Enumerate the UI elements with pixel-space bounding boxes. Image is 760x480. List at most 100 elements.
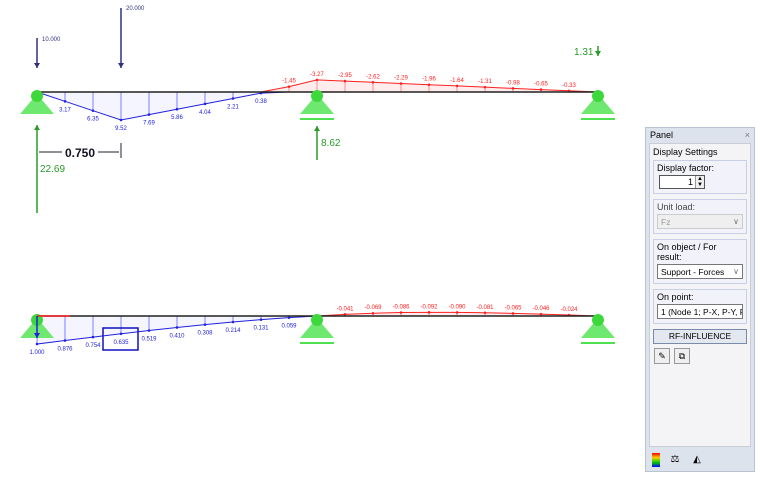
point <box>371 311 375 315</box>
point <box>63 339 67 342</box>
negative-value-label: -3.27 <box>310 72 324 78</box>
object-select[interactable]: Support - Forces ∨ <box>657 264 743 279</box>
unit-load-label: Unit load: <box>657 202 696 212</box>
point <box>539 88 543 91</box>
negative-value-label: -0.092 <box>420 304 438 310</box>
influence-line-canvas[interactable]: 3.17 6.35 9.52 7.69 5.86 4.04 2.21 0.38 -1.45 -3.… <box>0 0 640 480</box>
display-factor-spinner[interactable]: 1 ▲ ▼ <box>659 175 705 189</box>
point <box>231 320 235 324</box>
point <box>147 113 151 116</box>
point <box>203 102 207 106</box>
negative-value-label: -0.041 <box>336 306 354 312</box>
point <box>483 311 487 315</box>
color-scale-icon[interactable] <box>652 453 660 467</box>
point <box>371 81 375 84</box>
positive-value-label: 0.059 <box>281 324 297 330</box>
negative-value-label: -0.081 <box>476 305 494 311</box>
point <box>315 78 319 82</box>
point <box>399 82 403 85</box>
chevron-down-icon: ∨ <box>733 267 739 276</box>
point <box>35 342 39 346</box>
negative-value-label: -0.065 <box>504 305 522 311</box>
point <box>427 83 431 87</box>
support-hinge <box>311 90 323 102</box>
positive-value-label: 0.519 <box>141 337 157 343</box>
support-triangle <box>300 94 334 114</box>
point <box>259 318 263 321</box>
positive-value-label: 0.38 <box>255 99 267 105</box>
support-hinge <box>311 314 323 326</box>
positive-value-label: 0.214 <box>225 328 241 334</box>
point <box>343 313 347 316</box>
point <box>511 87 515 90</box>
positive-value-label: 3.17 <box>59 107 71 113</box>
point <box>343 79 347 83</box>
negative-value-label: -0.98 <box>506 80 520 86</box>
point <box>511 312 515 315</box>
negative-value-label: -1.31 <box>478 79 492 85</box>
positive-value-label: 0.754 <box>85 343 101 349</box>
positive-value-label: 0.308 <box>197 331 213 337</box>
point <box>91 109 95 112</box>
positive-value-label: 6.35 <box>87 117 99 123</box>
point <box>539 312 543 316</box>
point <box>455 311 459 314</box>
point <box>287 316 291 319</box>
edit-icon[interactable]: ✎ <box>654 348 670 364</box>
copy-icon[interactable]: ⧉ <box>674 348 690 364</box>
highlight-box <box>102 327 139 351</box>
reaction-label: 1.31 <box>574 47 594 58</box>
unit-load-arrow-head <box>34 333 40 338</box>
point <box>427 311 431 314</box>
point <box>147 329 151 332</box>
load-label: 20.000 <box>126 6 145 12</box>
positive-value-label: 4.04 <box>199 110 211 116</box>
support-triangle <box>581 94 615 114</box>
point <box>399 311 403 314</box>
load-arrow-head <box>118 63 124 68</box>
reaction-label: 22.69 <box>40 164 65 175</box>
balance-icon[interactable]: ⚖ <box>670 454 680 465</box>
point <box>287 85 291 88</box>
support-triangle <box>20 94 54 114</box>
measure-icon[interactable]: ◭ <box>693 454 701 465</box>
support-hinge <box>592 314 604 326</box>
positive-value-label: 0.410 <box>169 333 185 339</box>
support-triangle <box>581 318 615 338</box>
negative-value-label: -1.96 <box>422 77 436 83</box>
display-factor-label: Display factor: <box>657 163 715 173</box>
support-triangle <box>300 318 334 338</box>
point <box>63 100 67 103</box>
dimension-label: 0.750 <box>65 146 95 160</box>
negative-value-label: -2.29 <box>394 76 408 82</box>
negative-value-label: -0.086 <box>392 305 410 311</box>
reaction-arrow-head <box>314 126 320 131</box>
positive-value-label: 2.21 <box>227 104 239 110</box>
positive-value-label: 5.86 <box>171 115 183 121</box>
rf-influence-button[interactable]: RF-INFLUENCE <box>653 329 747 344</box>
reaction-arrow-head <box>595 51 601 56</box>
chevron-down-icon: ∨ <box>733 217 739 226</box>
negative-value-label: -0.33 <box>562 83 576 89</box>
spin-arrows-icon[interactable]: ▲ ▼ <box>695 176 704 188</box>
unit-load-select: Fz ∨ <box>657 214 743 229</box>
reaction-label: 8.62 <box>321 138 341 149</box>
negative-value-label: -0.090 <box>448 304 466 310</box>
negative-value-label: -0.024 <box>560 307 578 313</box>
positive-diagram <box>36 91 290 121</box>
load-label: 10.000 <box>42 37 61 43</box>
positive-value-label: 0.876 <box>57 347 73 353</box>
support-hinge <box>31 90 43 102</box>
negative-value-label: -0.65 <box>534 82 548 88</box>
point <box>119 118 123 122</box>
point-select[interactable]: 1 (Node 1; P-X, P-Y, P-∨ <box>657 304 743 319</box>
positive-value-label: 0.635 <box>113 340 129 346</box>
close-icon[interactable]: × <box>744 130 750 140</box>
display-settings-heading: Display Settings <box>653 147 718 157</box>
panel: Panel × Display Settings Display factor: … <box>645 127 755 472</box>
point <box>175 326 179 329</box>
object-label: On object / For result: <box>657 242 717 262</box>
panel-title: Panel <box>650 130 674 140</box>
positive-value-label: 7.69 <box>143 121 155 127</box>
support-hinge <box>592 90 604 102</box>
